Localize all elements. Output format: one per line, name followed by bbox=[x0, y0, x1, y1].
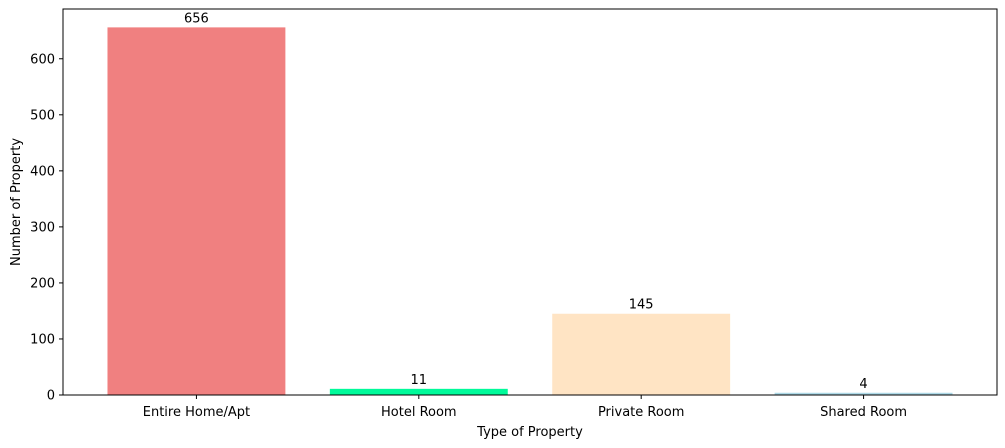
x-tick-label-3: Shared Room bbox=[820, 405, 907, 420]
bar-3 bbox=[774, 392, 953, 395]
x-axis-ticks: Entire Home/Apt Hotel Room Private Room Sha… bbox=[143, 395, 907, 420]
y-tick-label-3: 300 bbox=[30, 220, 55, 235]
y-tick-label-4: 400 bbox=[30, 164, 55, 179]
y-tick-label-1: 100 bbox=[30, 332, 55, 347]
y-axis-label: Number of Property bbox=[9, 138, 24, 266]
bar-value-label-2: 145 bbox=[629, 298, 654, 313]
x-tick-label-1: Hotel Room bbox=[381, 405, 457, 420]
y-tick-label-2: 200 bbox=[30, 276, 55, 291]
x-tick-label-0: Entire Home/Apt bbox=[143, 405, 250, 420]
bar-value-label-0: 656 bbox=[184, 11, 209, 26]
bars-layer: 656 11 145 4 bbox=[107, 11, 953, 395]
x-axis-label: Type of Property bbox=[476, 425, 583, 440]
y-axis-ticks: 0 100 200 300 400 500 600 bbox=[30, 52, 63, 404]
bar-1 bbox=[329, 388, 508, 395]
bar-0 bbox=[107, 27, 286, 395]
x-tick-label-2: Private Room bbox=[598, 405, 684, 420]
bar-value-label-1: 11 bbox=[411, 373, 428, 388]
bar-value-label-3: 4 bbox=[859, 377, 867, 392]
plot-frame bbox=[62, 8, 998, 396]
bar-2 bbox=[552, 313, 731, 395]
y-tick-label-0: 0 bbox=[47, 389, 55, 404]
y-tick-label-6: 600 bbox=[30, 52, 55, 67]
y-tick-label-5: 500 bbox=[30, 108, 55, 123]
